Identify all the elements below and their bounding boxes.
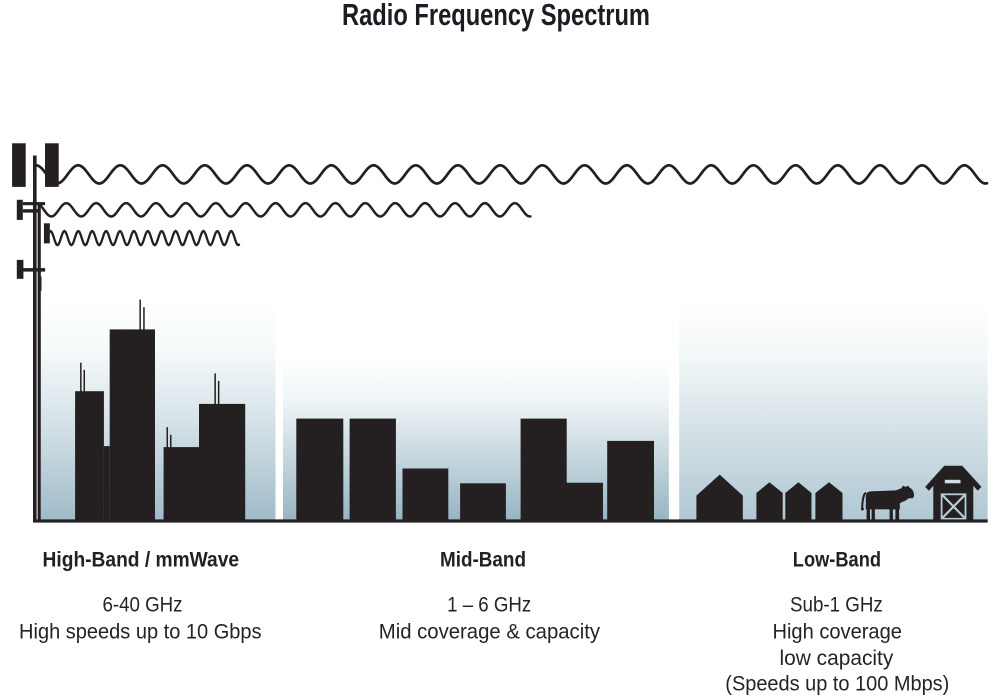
svg-text:1 – 6 GHz: 1 – 6 GHz <box>447 593 531 617</box>
svg-text:High-Band / mmWave: High-Band / mmWave <box>43 547 240 571</box>
svg-text:low capacity: low capacity <box>780 646 894 670</box>
svg-text:6-40 GHz: 6-40 GHz <box>103 593 183 617</box>
svg-text:Low-Band: Low-Band <box>793 547 881 571</box>
svg-text:Radio Frequency Spectrum: Radio Frequency Spectrum <box>342 0 650 32</box>
svg-text:High coverage: High coverage <box>772 620 902 644</box>
svg-text:(Speeds up to 100 Mbps): (Speeds up to 100 Mbps) <box>725 672 949 696</box>
svg-text:Mid coverage & capacity: Mid coverage & capacity <box>379 620 600 644</box>
svg-text:Mid-Band: Mid-Band <box>440 547 526 571</box>
svg-text:Sub-1 GHz: Sub-1 GHz <box>790 593 883 617</box>
svg-text:High speeds up to 10 Gbps: High speeds up to 10 Gbps <box>19 620 262 644</box>
